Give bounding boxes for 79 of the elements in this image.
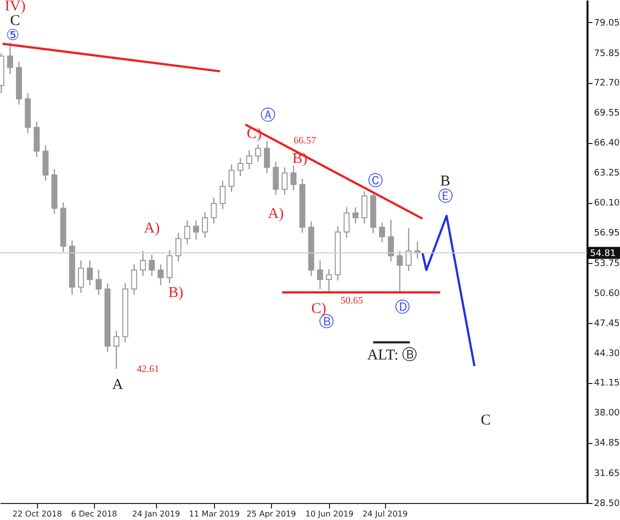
candlestick (406, 228, 412, 272)
y-tick-label: 79.05 (594, 18, 620, 28)
annotation: C (10, 12, 20, 29)
candlestick (78, 260, 84, 294)
y-tick-label: 60.10 (594, 198, 620, 209)
annotation: Ⓒ (368, 172, 384, 190)
y-tick-label: 44.30 (594, 348, 620, 359)
candlestick (131, 264, 138, 296)
x-tick-label: 24 Jul 2019 (362, 510, 408, 518)
line-series (421, 214, 476, 368)
x-tick-label: 6 Dec 2018 (71, 510, 118, 518)
annotation: A (112, 377, 124, 394)
candlestick (175, 232, 182, 262)
annotation: A) (144, 220, 160, 236)
candlestick (396, 250, 403, 293)
candlestick (210, 197, 217, 224)
annotation: Ⓔ (438, 188, 453, 205)
candlestick (361, 190, 368, 224)
annotation: 66.57 (294, 136, 316, 147)
candlestick (113, 330, 120, 370)
annotation: 42.61 (136, 364, 160, 375)
ref-line-label: 54.81 (590, 248, 616, 259)
candlestick (237, 157, 244, 177)
candlestick (272, 161, 279, 196)
candlestick (202, 211, 208, 238)
annotation: Ⓐ (260, 107, 276, 124)
annotation: B) (168, 284, 184, 301)
candlestick (184, 220, 190, 245)
y-tick-label: 56.95 (594, 228, 620, 238)
annotation: A) (268, 206, 284, 222)
candlestick (193, 220, 200, 240)
y-tick-label: 63.25 (594, 168, 620, 179)
candlestick (140, 250, 146, 276)
x-tick-label: 11 Mar 2019 (188, 510, 240, 518)
y-tick-label: 41.15 (594, 378, 620, 389)
x-tick-label: 25 Apr 2019 (246, 510, 296, 518)
candlestick (86, 260, 93, 286)
candlestick (228, 164, 235, 193)
candlestick (7, 42, 14, 75)
annotation: IV) (4, 0, 26, 15)
x-tick-label: 10 Jun 2019 (305, 510, 354, 518)
y-tick-label: 47.45 (594, 318, 620, 329)
y-tick-label: 75.85 (594, 48, 620, 59)
annotation: Ⓓ (394, 299, 410, 316)
candlestick (388, 219, 394, 262)
candlestick (42, 144, 49, 182)
candlestick (326, 268, 332, 293)
x-tick-label: 24 Jan 2019 (132, 510, 180, 518)
annotation: Ⓑ (318, 313, 334, 330)
candlestick (148, 254, 155, 276)
candlestick (352, 206, 358, 224)
y-tick-label: 72.70 (594, 78, 620, 89)
candlestick (220, 180, 226, 210)
candlestick (34, 121, 40, 158)
candlestick (96, 269, 102, 296)
y-tick-label: 50.60 (594, 288, 620, 299)
candlestick (264, 140, 270, 174)
y-tick-label: 53.75 (594, 258, 620, 269)
annotation: C (480, 412, 491, 428)
y-tick-label: 66.40 (594, 138, 620, 149)
candlestick (379, 222, 386, 244)
annotation: ALT: Ⓑ (367, 346, 418, 364)
y-tick-label: 31.65 (594, 469, 620, 480)
candlestick (166, 249, 173, 284)
annotation: ⑤ (6, 28, 20, 44)
candlestick (255, 144, 262, 162)
y-tick-label: 34.85 (594, 438, 620, 449)
candlestick (158, 264, 164, 286)
candlestick (317, 260, 324, 290)
annotation: 50.65 (340, 295, 363, 306)
y-tick-label: 28.50 (594, 499, 620, 509)
candlestick (282, 166, 288, 196)
candlestick (290, 164, 296, 191)
candlestick (246, 150, 252, 170)
annotation: B (440, 174, 450, 190)
y-tick-label: 38.00 (594, 408, 620, 419)
y-tick-label: 69.55 (594, 108, 620, 119)
x-tick-label: 22 Oct 2018 (12, 510, 62, 518)
candlestick (344, 206, 350, 238)
